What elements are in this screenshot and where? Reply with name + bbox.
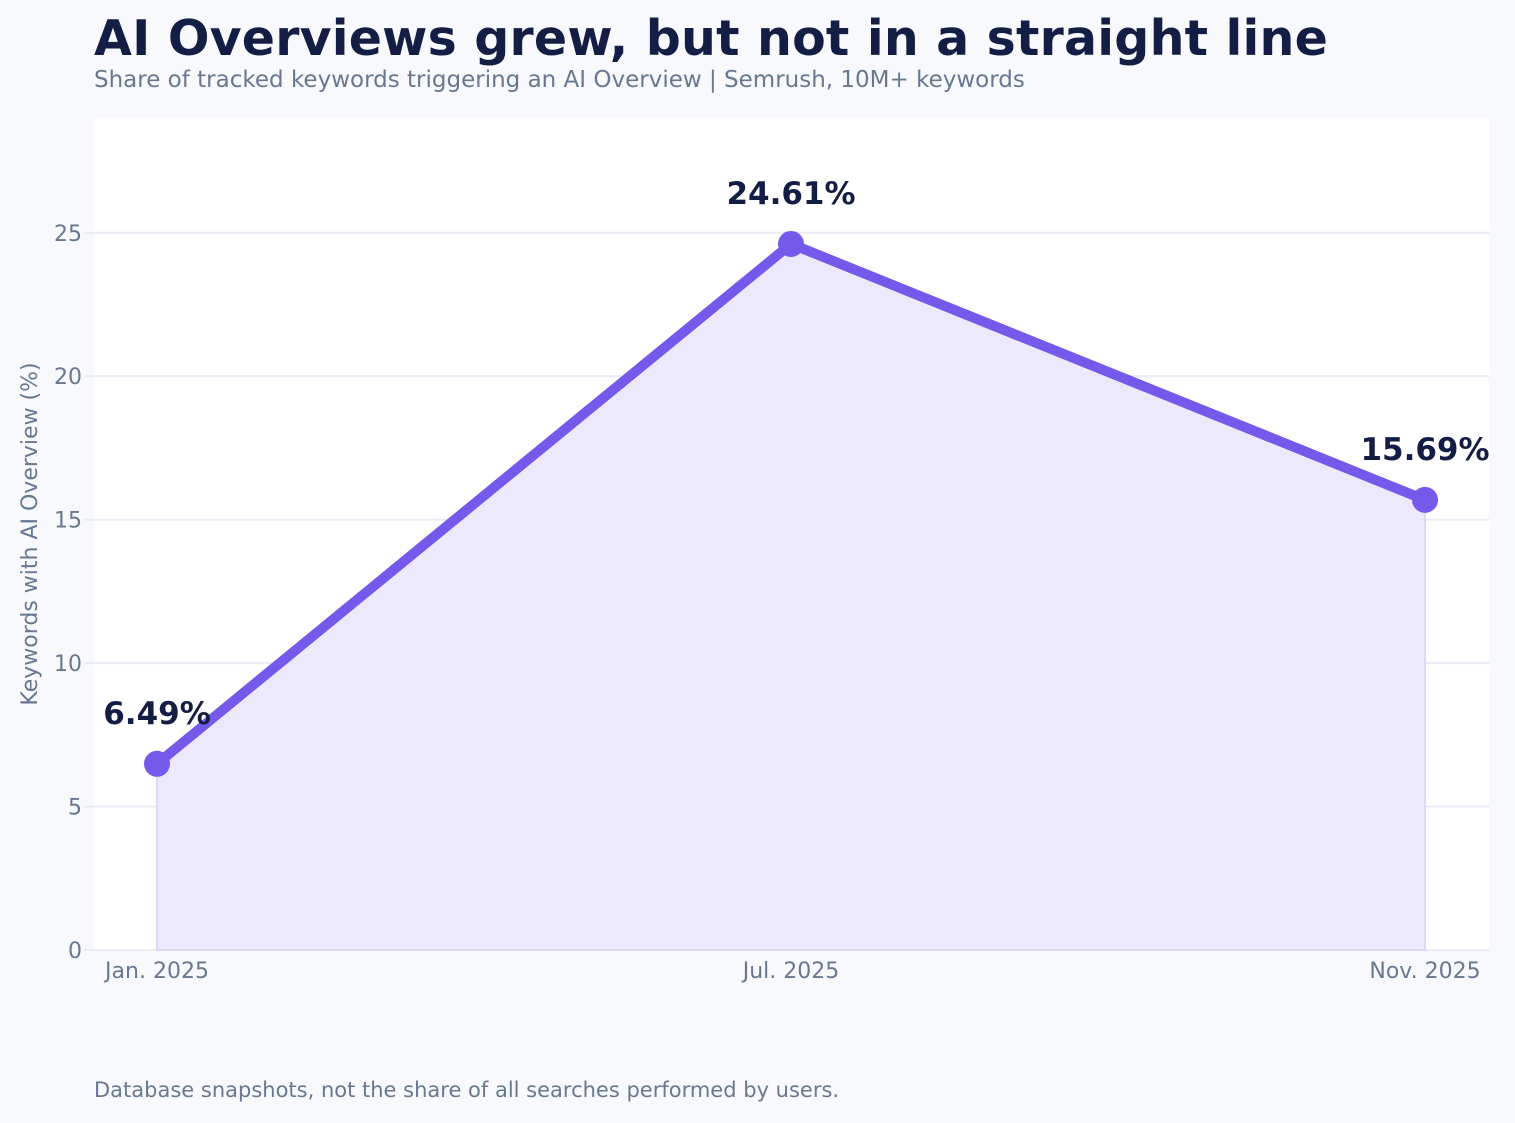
data-label: 15.69% bbox=[1360, 432, 1489, 468]
data-point bbox=[778, 230, 804, 257]
data-label: 24.61% bbox=[726, 176, 855, 212]
x-tick-label: Jan. 2025 bbox=[103, 959, 209, 984]
y-axis-label: Keywords with AI Overview (%) bbox=[18, 362, 43, 705]
data-point bbox=[144, 750, 170, 777]
footnote: Database snapshots, not the share of all… bbox=[94, 1078, 840, 1102]
line-chart: 6.49% 24.61% 15.69% 0 5 10 15 20 25 Jan. 2025 Ju… bbox=[18, 175, 1490, 984]
y-tick-label: 10 bbox=[54, 652, 82, 677]
chart-title: AI Overviews grew, but not in a straight… bbox=[94, 10, 1329, 67]
y-tick-label: 15 bbox=[54, 509, 82, 534]
data-point bbox=[1412, 486, 1438, 513]
y-tick-label: 20 bbox=[54, 365, 82, 390]
data-labels: 6.49% 24.61% 15.69% bbox=[103, 176, 1489, 732]
x-tick-label: Jul. 2025 bbox=[741, 959, 840, 984]
y-tick-label: 25 bbox=[54, 222, 82, 247]
data-label: 6.49% bbox=[103, 696, 211, 732]
x-tick-label: Nov. 2025 bbox=[1369, 959, 1480, 984]
y-axis-ticks: 0 5 10 15 20 25 bbox=[54, 222, 94, 964]
y-tick-label: 0 bbox=[68, 939, 82, 964]
chart-subtitle: Share of tracked keywords triggering an … bbox=[94, 67, 1025, 93]
points-layer bbox=[144, 230, 1438, 777]
x-axis-ticks: Jan. 2025 Jul. 2025 Nov. 2025 bbox=[103, 959, 1481, 984]
y-tick-label: 5 bbox=[68, 796, 82, 821]
